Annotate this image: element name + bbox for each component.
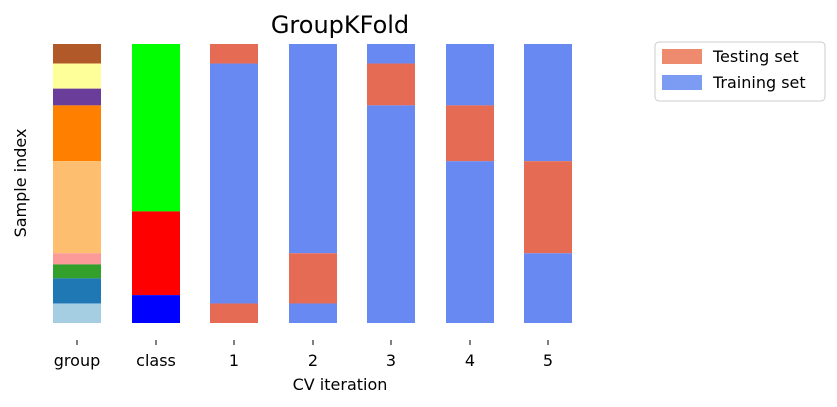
group-segment-2 [53,88,101,106]
cv-iteration-5-segment-2 [524,253,572,323]
legend: Testing set Training set [654,41,826,102]
cv-iteration-1-segment-1 [210,63,258,304]
class-segment-0 [132,44,180,212]
cv-iteration-4-segment-0 [446,44,494,106]
x-tick-label-class: class [136,351,176,370]
cv-iteration-4-segment-1 [446,105,494,162]
x-tick-label-5: 5 [543,351,553,370]
cv-iteration-1-segment-2 [210,303,258,323]
group-segment-3 [53,105,101,162]
class-segment-2 [132,295,180,323]
cv-iteration-2-segment-0 [289,44,337,254]
chart-title: GroupKFold [271,11,409,39]
group-segment-5 [53,253,101,265]
cv-iteration-2-segment-1 [289,253,337,304]
x-tick-label-3: 3 [386,351,396,370]
cv-iteration-3-segment-0 [367,44,415,64]
legend-label-0: Testing set [712,47,799,66]
cv-iteration-3-segment-2 [367,105,415,323]
x-tick-label-2: 2 [308,351,318,370]
group-segment-4 [53,161,101,254]
legend-swatch-1 [662,75,702,90]
group-segment-6 [53,264,101,279]
x-tick-label-1: 1 [229,351,239,370]
y-axis-label: Sample index [11,129,30,238]
cv-iteration-5-segment-0 [524,44,572,162]
plot-area [53,44,572,323]
legend-swatch-0 [662,49,702,64]
group-segment-7 [53,278,101,304]
legend-label-1: Training set [712,73,806,92]
cv-iteration-2-segment-2 [289,303,337,323]
group-segment-8 [53,303,101,323]
group-segment-1 [53,63,101,89]
x-tick-label-group: group [54,351,100,370]
x-axis-label: CV iteration [293,375,388,394]
class-segment-1 [132,211,180,296]
group-segment-0 [53,44,101,64]
x-tick-label-4: 4 [465,351,475,370]
cv-iteration-4-segment-2 [446,161,494,323]
cv-iteration-1-segment-0 [210,44,258,64]
cv-iteration-5-segment-1 [524,161,572,254]
x-axis-ticks: group class 1 2 3 4 5 [54,340,553,370]
cv-iteration-3-segment-1 [367,63,415,106]
